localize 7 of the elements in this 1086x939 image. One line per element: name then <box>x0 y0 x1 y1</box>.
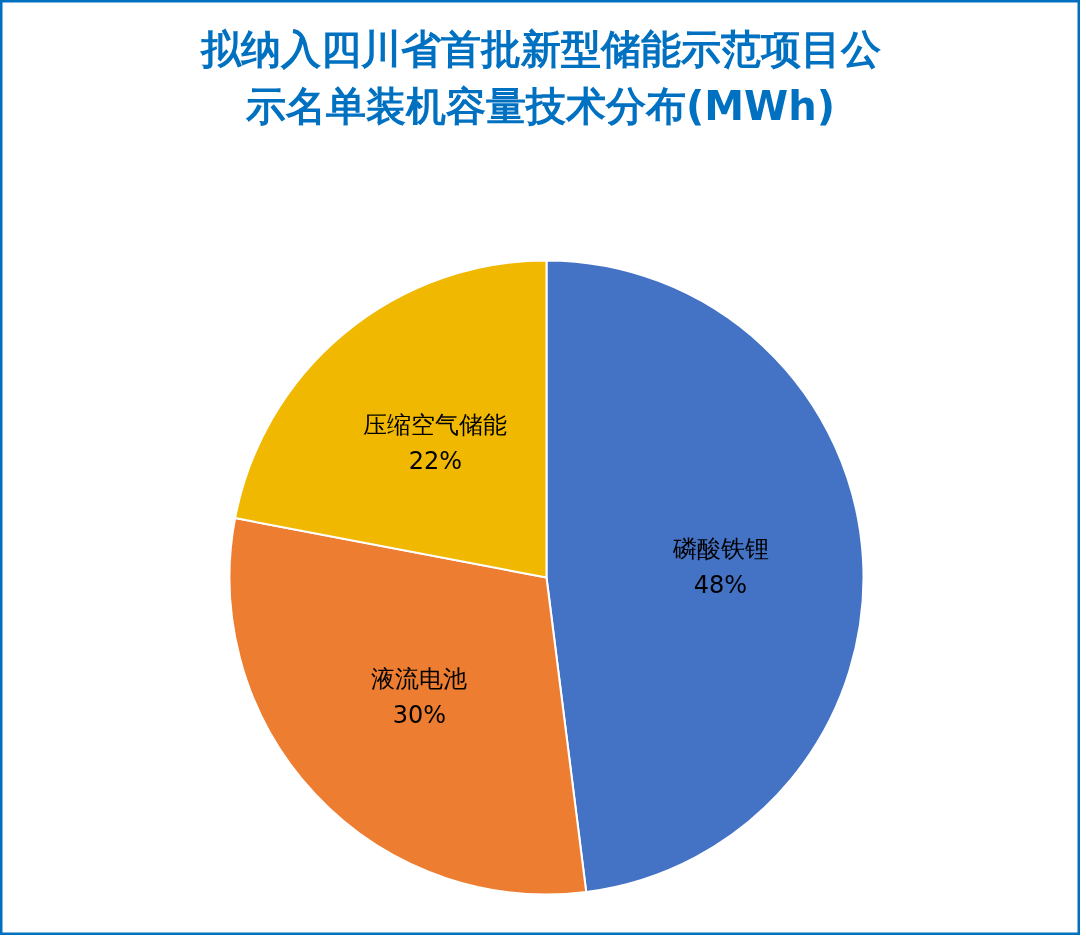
slice-label: 液流电池 <box>371 664 468 693</box>
data-label: 30% <box>392 700 447 729</box>
data-label: 22% <box>408 447 463 476</box>
data-label: 48% <box>693 570 748 599</box>
slice-label: 压缩空气储能 <box>363 411 508 440</box>
chart-title: 拟纳入四川省首批新型储能示范项目公示名单装机容量技术分布(MWh) <box>198 25 881 129</box>
slice-label: 磷酸铁锂 <box>671 534 769 563</box>
